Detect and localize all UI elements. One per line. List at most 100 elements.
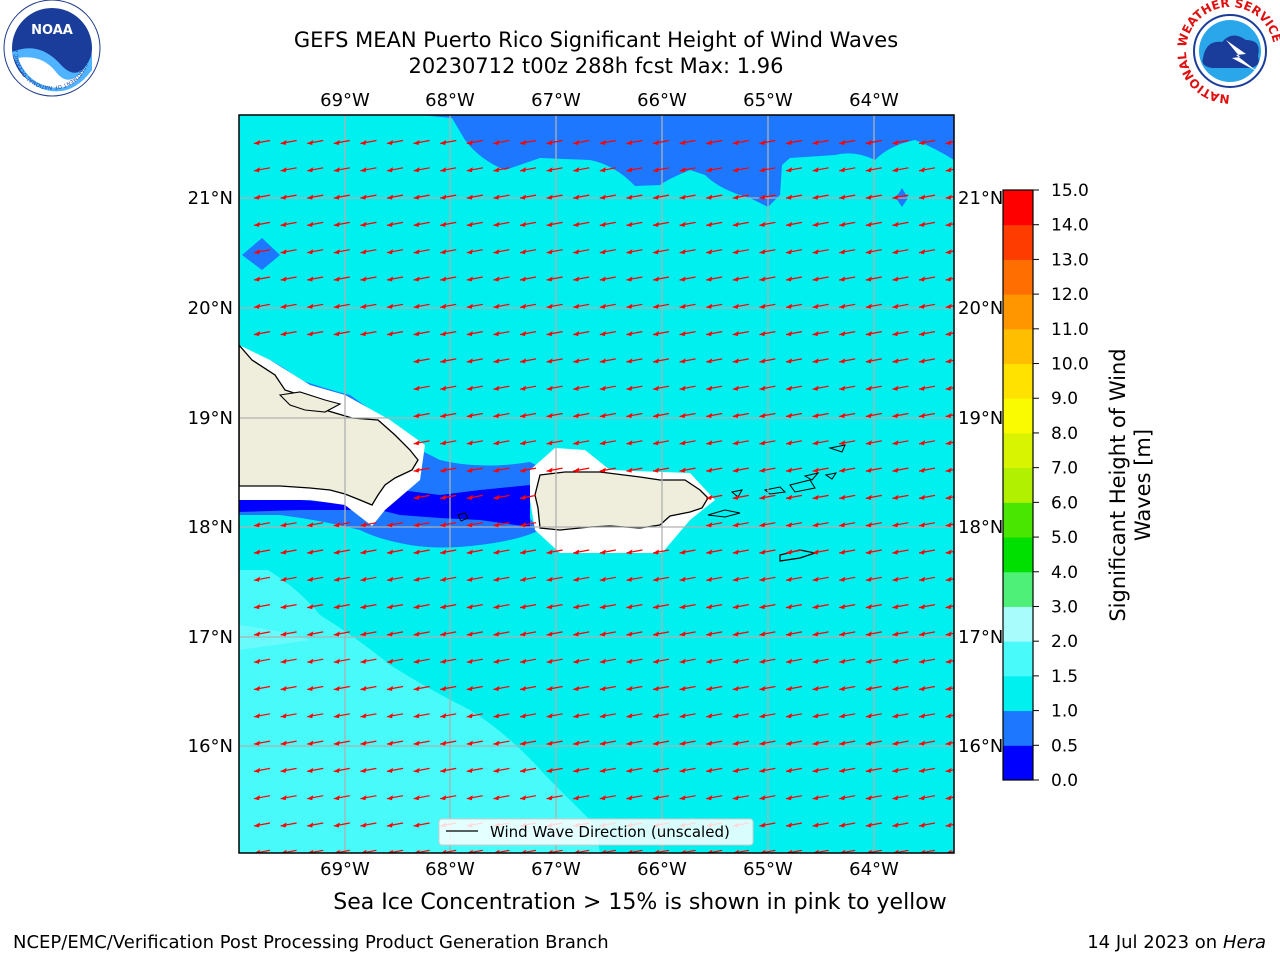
map-area bbox=[239, 115, 954, 853]
wave-arrow bbox=[599, 713, 616, 719]
wave-arrow bbox=[413, 221, 430, 227]
wave-arrow bbox=[466, 139, 483, 145]
wave-arrow bbox=[493, 221, 510, 227]
wave-arrow bbox=[865, 412, 882, 418]
wave-arrow bbox=[519, 385, 537, 391]
wave-arrow bbox=[493, 576, 510, 582]
wave-arrow bbox=[865, 303, 882, 309]
lat-label-right: 17°N bbox=[958, 627, 1003, 648]
wave-arrow bbox=[546, 467, 563, 473]
wave-arrow bbox=[440, 522, 457, 528]
wave-arrow bbox=[519, 412, 537, 418]
wave-arrow bbox=[652, 685, 670, 691]
wave-arrow bbox=[360, 139, 377, 145]
wave-arrow bbox=[253, 194, 271, 200]
wave-arrow bbox=[280, 604, 297, 610]
wave-arrow bbox=[307, 522, 324, 528]
wave-arrow bbox=[892, 331, 909, 337]
wave-arrow bbox=[546, 713, 563, 719]
wave-arrow bbox=[865, 276, 882, 282]
wave-arrow bbox=[386, 194, 404, 200]
wave-arrow bbox=[918, 576, 936, 582]
wave-arrow bbox=[413, 331, 430, 337]
colorbar-segment bbox=[1003, 224, 1033, 260]
wave-arrow bbox=[280, 740, 297, 746]
colorbar-frame bbox=[1002, 189, 1034, 781]
wave-arrow bbox=[812, 440, 829, 446]
lat-label-left: 19°N bbox=[188, 408, 233, 429]
wave-arrow bbox=[386, 139, 404, 145]
wave-arrow bbox=[652, 631, 670, 637]
wave-arrow bbox=[759, 822, 776, 828]
wave-arrow bbox=[519, 549, 537, 555]
wave-arrow bbox=[918, 631, 936, 637]
colorbar-segment bbox=[1003, 190, 1033, 226]
wave-arrow bbox=[546, 194, 563, 200]
wave-arrow bbox=[732, 631, 749, 637]
wave-arrow bbox=[280, 767, 297, 773]
wave-arrow bbox=[546, 604, 563, 610]
wave-arrow bbox=[812, 167, 829, 173]
wave-arrow bbox=[759, 713, 776, 719]
wave-arrow bbox=[413, 276, 430, 282]
wave-arrow bbox=[706, 385, 723, 391]
wave-arrow bbox=[679, 549, 696, 555]
wave-arrow bbox=[386, 604, 404, 610]
wave-arrow bbox=[679, 358, 696, 364]
wave-arrow bbox=[253, 713, 271, 719]
wave-arrow bbox=[546, 385, 563, 391]
wave-arrow bbox=[360, 249, 377, 255]
wave-arrow bbox=[466, 740, 483, 746]
wave-arrow bbox=[280, 249, 297, 255]
wave-arrow bbox=[280, 631, 297, 637]
wave-arrow bbox=[386, 331, 404, 337]
wave-arrow bbox=[413, 740, 430, 746]
wave-arrow bbox=[839, 576, 856, 582]
wave-arrow bbox=[280, 194, 297, 200]
wave-arrow bbox=[573, 221, 590, 227]
wave-arrow bbox=[759, 685, 776, 691]
wave-arrow bbox=[280, 822, 297, 828]
colorbar-tick-label: 6.0 bbox=[1051, 493, 1078, 513]
wave-arrow bbox=[546, 139, 563, 145]
wave-arrow bbox=[918, 522, 936, 528]
lon-label-bottom: 67°W bbox=[531, 859, 581, 880]
wave-arrow bbox=[679, 604, 696, 610]
wave-arrow bbox=[892, 576, 909, 582]
wave-arrow bbox=[892, 494, 909, 500]
wave-arrow bbox=[785, 685, 803, 691]
wave-arrow bbox=[892, 276, 909, 282]
title-line-1: GEFS MEAN Puerto Rico Significant Height… bbox=[293, 28, 899, 52]
wave-arrow bbox=[307, 740, 324, 746]
colorbar-segment bbox=[1003, 294, 1033, 330]
wave-arrow bbox=[652, 795, 670, 801]
wave-arrow bbox=[519, 685, 537, 691]
wave-arrow bbox=[333, 522, 350, 528]
wave-arrow bbox=[759, 385, 776, 391]
wave-arrow bbox=[812, 249, 829, 255]
colorbar-segment bbox=[1003, 363, 1033, 399]
wave-arrow bbox=[839, 467, 856, 473]
wave-arrow bbox=[519, 440, 537, 446]
wave-arrow bbox=[466, 331, 483, 337]
wave-arrow bbox=[360, 795, 377, 801]
wave-arrow bbox=[599, 194, 616, 200]
wave-arrow bbox=[307, 249, 324, 255]
wave-arrow bbox=[440, 276, 457, 282]
wave-arrow bbox=[519, 576, 537, 582]
wave-arrow bbox=[626, 167, 643, 173]
wave-arrow bbox=[732, 467, 749, 473]
wave-arrow bbox=[785, 604, 803, 610]
wave-arrow bbox=[865, 549, 882, 555]
wave-arrow bbox=[785, 276, 803, 282]
wave-arrow bbox=[652, 440, 670, 446]
wave-arrow bbox=[626, 385, 643, 391]
wave-arrow bbox=[732, 303, 749, 309]
wave-arrow bbox=[599, 467, 616, 473]
wave-arrow bbox=[253, 685, 271, 691]
wave-arrow bbox=[493, 467, 510, 473]
wave-arrow bbox=[440, 576, 457, 582]
lat-label-left: 20°N bbox=[188, 298, 233, 319]
wave-arrow bbox=[679, 685, 696, 691]
wave-arrow bbox=[892, 139, 909, 145]
